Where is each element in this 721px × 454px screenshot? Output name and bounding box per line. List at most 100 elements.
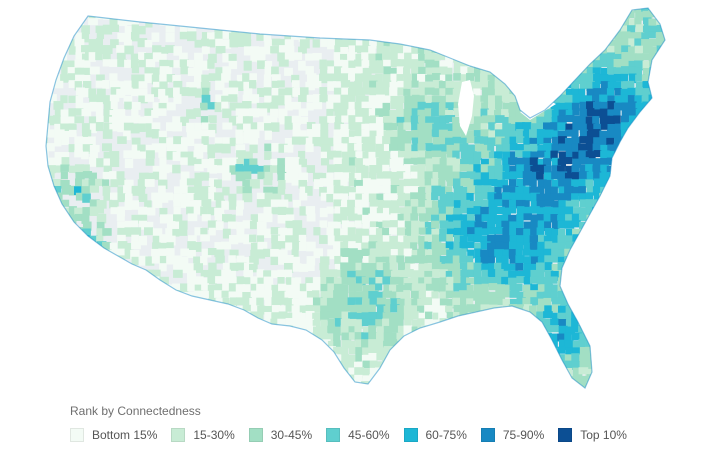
county-cell [509,361,518,370]
county-cell [445,102,455,111]
county-cell [670,255,679,263]
county-cell [145,340,156,351]
county-cell [263,228,272,238]
county-cell [369,38,379,49]
county-cell [487,326,496,336]
county-cell [523,374,531,382]
county-cell [501,192,511,200]
county-cell [592,227,600,237]
county-cell [467,214,475,222]
county-cell [522,382,531,388]
county-cell [403,164,414,174]
county-cell [592,255,601,264]
county-cell [551,374,559,382]
county-cell [453,207,463,217]
county-cell [74,381,85,388]
county-cell [403,73,413,83]
county-cell [389,360,398,370]
county-cell [473,360,483,369]
county-cell [75,95,84,104]
county-cell [368,241,378,249]
county-cell [355,151,366,161]
county-cell [319,94,330,103]
county-cell [410,192,419,200]
county-cell [592,25,602,33]
county-cell [439,220,449,229]
county-cell [117,206,126,217]
county-cell [642,354,652,364]
county-cell [585,256,594,266]
county-cell [327,283,337,292]
county-cell [124,193,133,201]
county-cell [201,214,211,222]
county-cell [123,115,133,126]
county-cell [277,360,287,370]
county-cell [473,11,483,19]
county-cell [117,59,127,67]
county-cell [221,269,231,278]
county-cell [82,144,93,154]
county-cell [445,94,454,103]
county-cell [159,214,168,224]
county-cell [523,144,532,152]
county-cell [271,25,281,33]
county-cell [578,193,587,202]
county-cell [431,108,442,117]
county-cell [368,11,377,22]
county-cell [215,199,226,209]
county-cell [200,172,210,181]
county-cell [551,263,560,272]
county-cell [347,186,358,196]
county-cell [327,340,338,350]
county-cell [487,269,498,279]
county-cell [662,206,665,216]
county-cell [620,122,630,132]
county-cell [432,249,442,259]
county-cell [319,116,330,124]
county-cell [606,52,615,61]
county-cell [613,199,621,207]
county-cell [228,193,237,203]
county-cell [117,241,128,250]
county-cell [229,102,238,111]
county-cell [166,235,176,246]
county-cell [530,95,540,104]
county-cell [376,221,384,229]
county-cell [403,241,414,250]
county-cell [620,178,630,188]
county-cell [249,136,259,145]
county-cell [389,312,398,321]
county-cell [453,60,463,70]
county-cell [530,123,541,133]
county-cell [369,206,378,217]
county-cell [166,248,175,258]
county-cell [432,73,441,81]
county-cell [103,290,114,301]
county-cell [487,277,496,287]
county-cell [522,178,532,186]
county-cell [614,255,623,265]
county-cell [333,179,342,188]
county-cell [159,332,169,341]
county-cell [515,38,524,49]
county-cell [271,333,279,344]
county-cell [264,39,274,49]
county-cell [585,116,594,125]
county-cell [305,375,315,384]
county-cell [236,81,244,92]
county-cell [495,241,505,251]
county-cell [298,46,307,54]
county-cell [445,115,456,123]
county-cell [137,88,148,98]
county-cell [166,347,177,357]
county-cell [89,284,98,295]
county-cell [193,200,203,208]
county-cell [347,227,356,236]
county-cell [600,81,610,91]
county-cell [194,340,203,350]
county-cell [243,108,254,116]
county-cell [130,381,140,388]
county-cell [361,18,370,28]
county-cell [579,53,590,63]
county-cell [75,297,85,308]
